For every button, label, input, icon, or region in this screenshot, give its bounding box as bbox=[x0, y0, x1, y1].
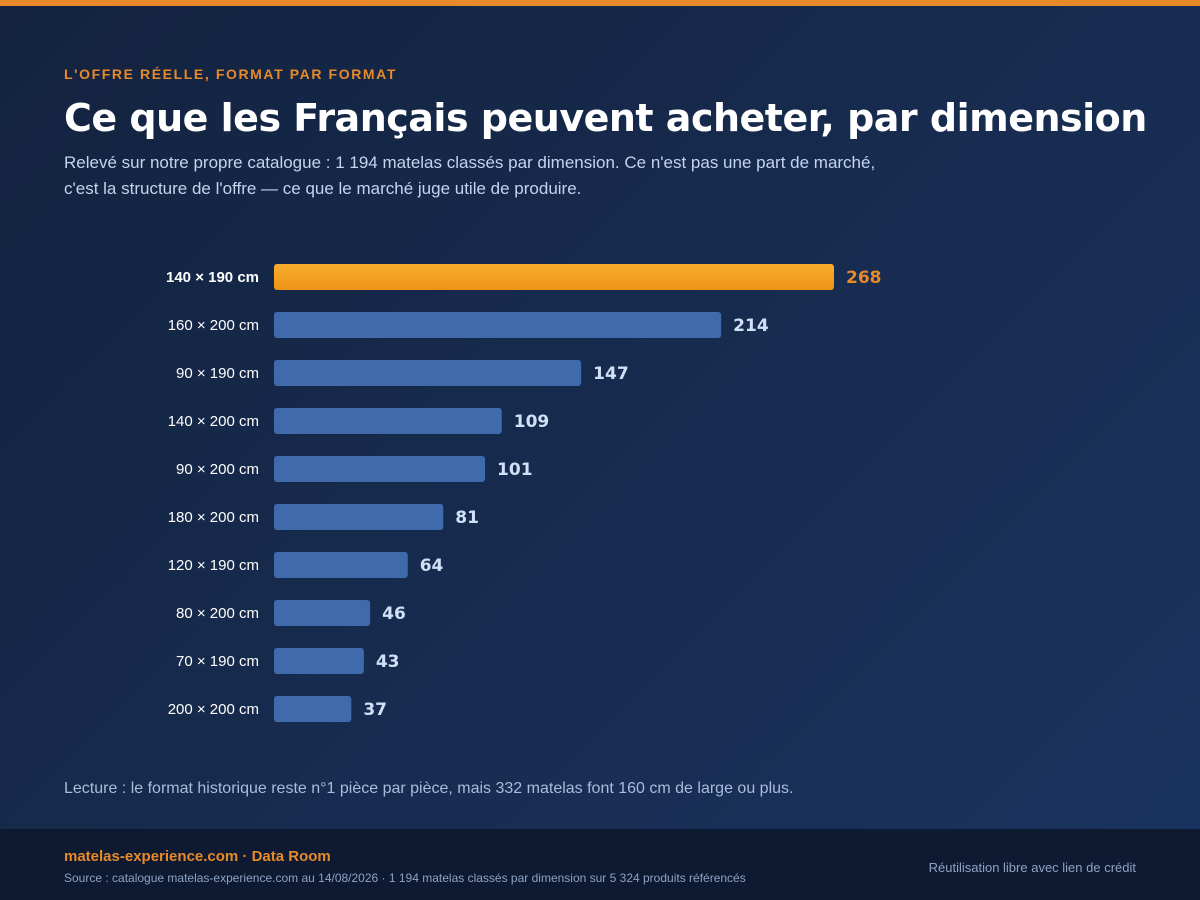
bar bbox=[274, 408, 502, 434]
value-label: 37 bbox=[363, 700, 387, 720]
footer: matelas-experience.com · Data Room Sourc… bbox=[0, 829, 1200, 900]
category-label: 140 × 190 cm bbox=[166, 269, 259, 286]
kicker: L'OFFRE RÉELLE, FORMAT PAR FORMAT bbox=[64, 66, 397, 82]
category-label: 180 × 200 cm bbox=[168, 509, 259, 526]
reading-note: Lecture : le format historique reste n°1… bbox=[64, 780, 794, 797]
category-label: 90 × 200 cm bbox=[176, 461, 259, 478]
bar bbox=[274, 696, 352, 722]
value-label: 64 bbox=[420, 556, 444, 576]
category-label: 70 × 190 cm bbox=[176, 653, 259, 670]
category-label: 140 × 200 cm bbox=[168, 413, 259, 430]
bar bbox=[274, 360, 582, 386]
category-label: 90 × 190 cm bbox=[176, 365, 259, 382]
bar-highlighted bbox=[274, 264, 834, 290]
bar bbox=[274, 456, 486, 482]
value-label: 43 bbox=[376, 652, 400, 672]
value-label: 268 bbox=[846, 268, 882, 288]
footer-brand: matelas-experience.com · Data Room bbox=[64, 848, 331, 865]
footer-license: Réutilisation libre avec lien de crédit bbox=[928, 860, 1136, 875]
bar bbox=[274, 648, 364, 674]
footer-source: Source : catalogue matelas-experience.co… bbox=[64, 871, 746, 885]
page-title: Ce que les Français peuvent acheter, par… bbox=[64, 96, 1147, 140]
value-label: 109 bbox=[514, 412, 550, 432]
category-label: 200 × 200 cm bbox=[168, 701, 259, 718]
bar bbox=[274, 552, 408, 578]
bar bbox=[274, 312, 722, 338]
bar bbox=[274, 600, 371, 626]
category-label: 160 × 200 cm bbox=[168, 317, 259, 334]
top-accent-bar bbox=[0, 0, 1200, 6]
page-subtitle: Relevé sur notre propre catalogue : 1 19… bbox=[64, 153, 876, 198]
value-label: 147 bbox=[593, 364, 629, 384]
bar-chart: 140 × 190 cm 268 160 × 200 cm 214 90 × 190 c… bbox=[166, 264, 882, 722]
category-label: 120 × 190 cm bbox=[168, 557, 259, 574]
value-label: 46 bbox=[382, 604, 406, 624]
value-label: 81 bbox=[455, 508, 479, 528]
category-label: 80 × 200 cm bbox=[176, 605, 259, 622]
bars-layer: 140 × 190 cm 268 160 × 200 cm 214 90 × 190 c… bbox=[166, 264, 882, 722]
value-label: 101 bbox=[497, 460, 533, 480]
value-label: 214 bbox=[733, 316, 769, 336]
bar bbox=[274, 504, 444, 530]
